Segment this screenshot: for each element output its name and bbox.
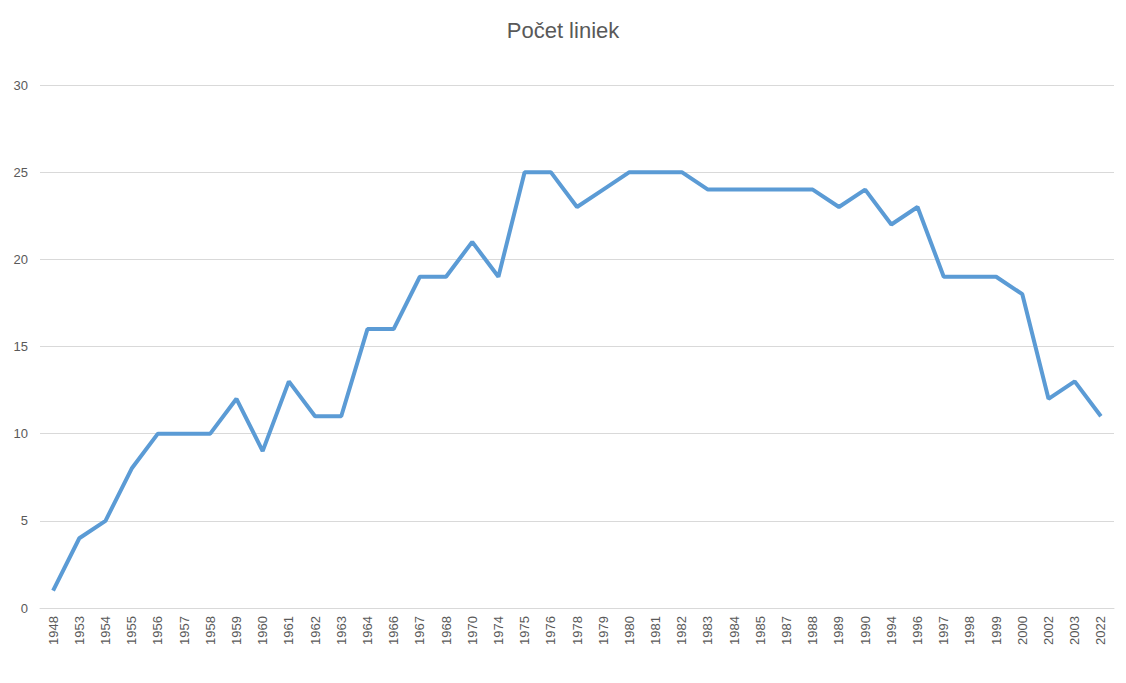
- svg-text:1988: 1988: [805, 616, 820, 645]
- svg-text:1994: 1994: [884, 616, 899, 645]
- svg-text:1948: 1948: [46, 616, 61, 645]
- svg-text:1970: 1970: [465, 616, 480, 645]
- svg-text:1966: 1966: [386, 616, 401, 645]
- svg-text:1963: 1963: [334, 616, 349, 645]
- svg-text:1964: 1964: [360, 616, 375, 645]
- svg-text:Počet liniek: Počet liniek: [507, 18, 621, 43]
- svg-text:1996: 1996: [910, 616, 925, 645]
- svg-text:1982: 1982: [674, 616, 689, 645]
- svg-text:1958: 1958: [203, 616, 218, 645]
- svg-text:1989: 1989: [831, 616, 846, 645]
- svg-text:1985: 1985: [753, 616, 768, 645]
- svg-text:2000: 2000: [1015, 616, 1030, 645]
- svg-text:0: 0: [21, 601, 28, 616]
- svg-text:10: 10: [14, 426, 28, 441]
- svg-text:1956: 1956: [150, 616, 165, 645]
- svg-text:15: 15: [14, 339, 28, 354]
- svg-text:1968: 1968: [439, 616, 454, 645]
- svg-text:2022: 2022: [1093, 616, 1108, 645]
- svg-text:20: 20: [14, 252, 28, 267]
- svg-text:1954: 1954: [98, 616, 113, 645]
- svg-text:1990: 1990: [858, 616, 873, 645]
- svg-text:1978: 1978: [570, 616, 585, 645]
- svg-text:1987: 1987: [779, 616, 794, 645]
- svg-text:1998: 1998: [962, 616, 977, 645]
- svg-text:1979: 1979: [596, 616, 611, 645]
- svg-text:25: 25: [14, 165, 28, 180]
- svg-text:1999: 1999: [989, 616, 1004, 645]
- svg-text:5: 5: [21, 513, 28, 528]
- svg-text:1997: 1997: [936, 616, 951, 645]
- svg-text:1976: 1976: [543, 616, 558, 645]
- svg-text:1957: 1957: [177, 616, 192, 645]
- svg-text:1962: 1962: [308, 616, 323, 645]
- svg-text:2003: 2003: [1067, 616, 1082, 645]
- svg-text:30: 30: [14, 78, 28, 93]
- svg-text:1967: 1967: [412, 616, 427, 645]
- svg-text:1984: 1984: [727, 616, 742, 645]
- svg-text:1975: 1975: [517, 616, 532, 645]
- svg-text:1953: 1953: [72, 616, 87, 645]
- svg-text:1980: 1980: [622, 616, 637, 645]
- svg-text:1955: 1955: [124, 616, 139, 645]
- svg-text:1960: 1960: [255, 616, 270, 645]
- svg-text:1961: 1961: [281, 616, 296, 645]
- svg-text:1981: 1981: [648, 616, 663, 645]
- svg-text:1959: 1959: [229, 616, 244, 645]
- svg-text:2002: 2002: [1041, 616, 1056, 645]
- svg-text:1974: 1974: [491, 616, 506, 645]
- svg-text:1983: 1983: [700, 616, 715, 645]
